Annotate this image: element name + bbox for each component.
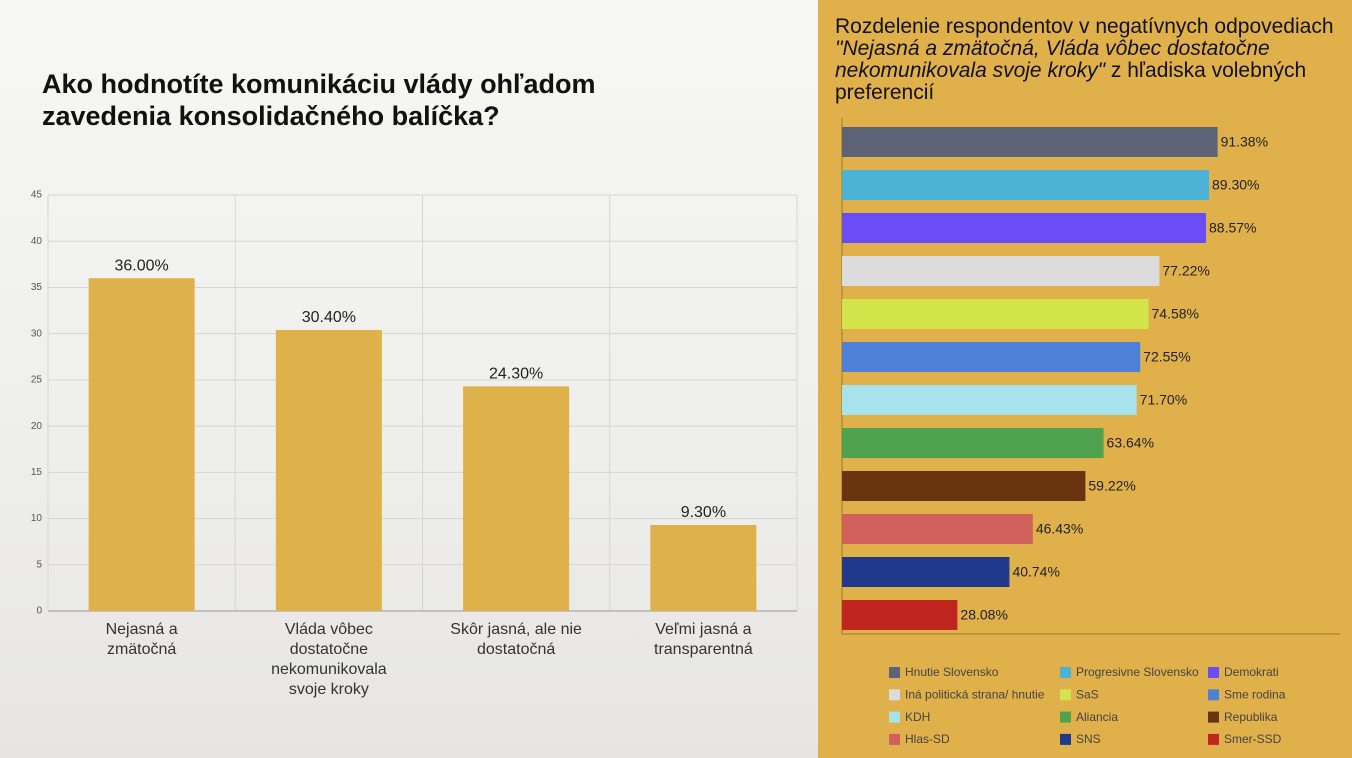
bar <box>842 127 1218 157</box>
bar <box>842 342 1141 372</box>
legend-label: Aliancia <box>1076 710 1118 724</box>
x-tick-label: Skôr jasná, ale nie dostatočná <box>450 621 582 658</box>
y-tick-label: 40 <box>31 236 43 247</box>
value-label: 71.70% <box>1140 392 1187 408</box>
value-label: 89.30% <box>1212 177 1259 193</box>
legend-label: Sme rodina <box>1224 687 1286 701</box>
bar <box>842 514 1033 544</box>
title-part: z hľadiska volebných preferencií <box>835 59 1307 104</box>
value-label: 91.38% <box>1221 134 1268 150</box>
bar <box>842 557 1010 587</box>
legend-swatch <box>1208 711 1219 723</box>
legend-label: SaS <box>1076 687 1099 701</box>
value-label: 72.55% <box>1143 349 1190 365</box>
value-label: 88.57% <box>1209 220 1256 236</box>
right-panel <box>818 0 1352 758</box>
legend-swatch <box>1060 711 1071 723</box>
value-label: 40.74% <box>1012 564 1059 580</box>
legend-label: Progresivne Slovensko <box>1076 665 1199 679</box>
title-part: Rozdelenie respondentov v negatívnych od… <box>835 15 1334 38</box>
legend-label: Smer-SSD <box>1224 732 1282 746</box>
bar <box>842 428 1104 458</box>
chart-title: Ako hodnotíte komunikáciu vlády ohľadom … <box>42 69 596 131</box>
legend-swatch <box>1208 667 1219 678</box>
legend-swatch <box>1208 689 1219 701</box>
legend-label: Republika <box>1224 710 1278 724</box>
x-tick-label: Vláda vôbec dostatočne nekomunikovala sv… <box>271 621 387 698</box>
y-tick-label: 10 <box>31 513 43 524</box>
legend-label: Iná politická strana/ hnutie <box>905 687 1045 701</box>
y-tick-label: 15 <box>31 467 43 478</box>
title-part: "Nejasná a zmätočná, Vláda vôbec dostato… <box>835 37 1270 82</box>
bar <box>88 278 195 611</box>
value-label: 9.30% <box>681 504 726 521</box>
y-tick-label: 20 <box>31 421 43 432</box>
y-tick-label: 0 <box>36 606 42 617</box>
legend-swatch <box>1060 689 1071 701</box>
legend-swatch <box>889 689 900 701</box>
bar <box>842 299 1149 329</box>
legend-swatch <box>889 733 900 745</box>
value-label: 59.22% <box>1088 478 1135 494</box>
legend-swatch <box>889 667 900 678</box>
bar <box>650 525 757 611</box>
y-tick-label: 25 <box>31 375 43 386</box>
legend-swatch <box>1060 733 1071 745</box>
legend-label: Demokrati <box>1224 665 1279 679</box>
legend-swatch <box>1060 667 1071 678</box>
bar <box>842 170 1210 200</box>
legend-label: SNS <box>1076 732 1101 746</box>
value-label: 28.08% <box>960 607 1007 623</box>
y-tick-label: 30 <box>31 328 43 339</box>
value-label: 77.22% <box>1162 263 1209 279</box>
value-label: 24.30% <box>489 366 543 383</box>
bar <box>842 213 1207 243</box>
legend-label: Hnutie Slovensko <box>905 665 999 679</box>
y-tick-label: 5 <box>36 559 42 570</box>
bar <box>842 385 1137 415</box>
y-tick-label: 45 <box>31 190 43 201</box>
bar <box>275 329 382 611</box>
legend-label: KDH <box>905 710 930 724</box>
y-tick-label: 35 <box>31 282 43 293</box>
value-label: 36.00% <box>114 257 168 274</box>
x-tick-label: Veľmi jasná a transparentná <box>654 621 753 658</box>
chart-title: Rozdelenie respondentov v negatívnych od… <box>835 16 1350 104</box>
bar <box>842 600 958 630</box>
legend-label: Hlas-SD <box>905 732 950 746</box>
value-label: 30.40% <box>302 309 356 326</box>
bar <box>842 256 1160 286</box>
value-label: 46.43% <box>1036 521 1083 537</box>
bar <box>463 386 570 611</box>
legend-swatch <box>1208 733 1219 745</box>
legend-swatch <box>889 711 900 723</box>
x-tick-label: Nejasná a zmätočná <box>105 621 178 658</box>
bar <box>842 471 1086 501</box>
value-label: 74.58% <box>1152 306 1199 322</box>
value-label: 63.64% <box>1107 435 1154 451</box>
